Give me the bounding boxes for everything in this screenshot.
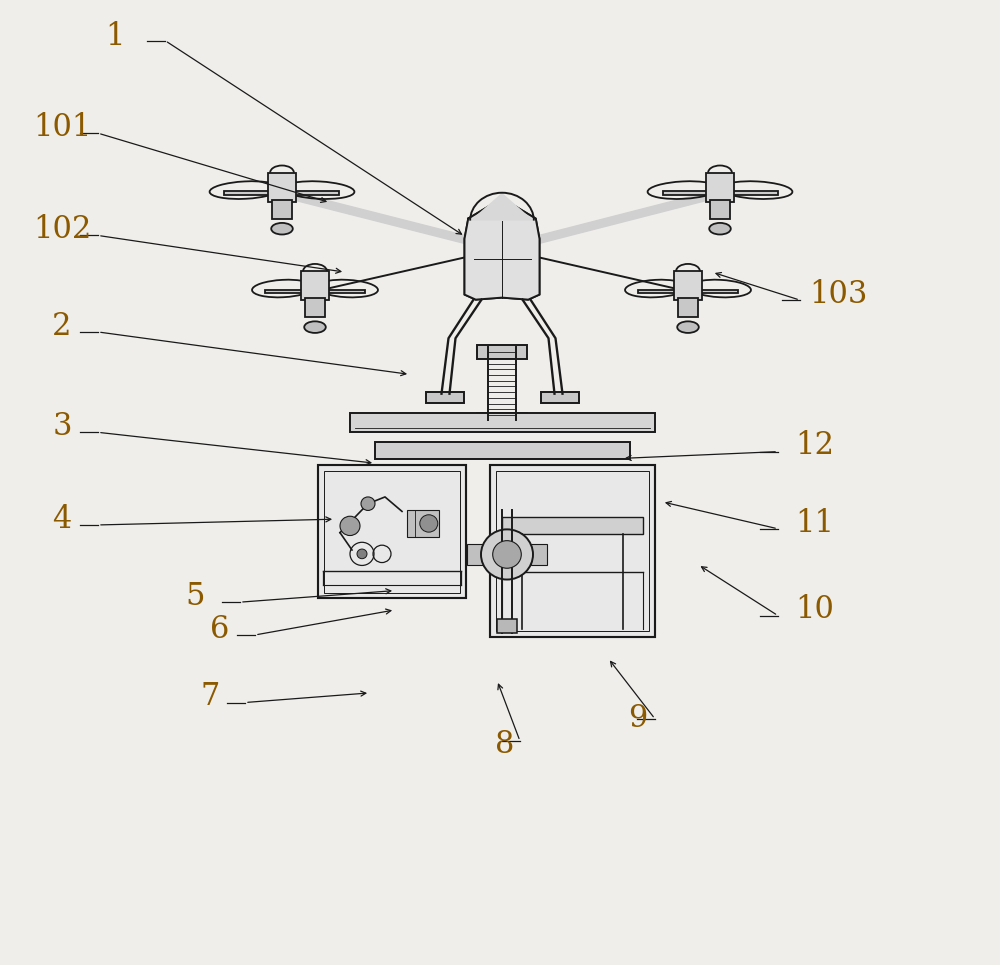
Text: 2: 2 (52, 311, 72, 342)
Bar (272, 200, 292, 219)
Bar (426, 392, 464, 403)
Bar (477, 413, 527, 425)
Text: 12: 12 (796, 430, 834, 461)
Bar (678, 298, 698, 317)
Polygon shape (501, 189, 721, 253)
Text: 6: 6 (210, 614, 230, 645)
Text: 10: 10 (796, 594, 834, 625)
Bar (407, 510, 439, 537)
Circle shape (420, 514, 438, 532)
Bar (305, 298, 325, 317)
Text: 11: 11 (796, 508, 834, 538)
Circle shape (340, 516, 360, 536)
Bar (490, 465, 655, 637)
Bar (531, 544, 547, 565)
Bar (350, 413, 655, 432)
Bar (497, 620, 517, 633)
Bar (710, 200, 730, 219)
Bar (638, 290, 738, 293)
Polygon shape (471, 193, 534, 221)
Text: 9: 9 (628, 703, 648, 734)
Bar (540, 392, 578, 403)
Text: 101: 101 (33, 112, 91, 143)
Circle shape (493, 540, 521, 568)
Text: 1: 1 (105, 21, 125, 52)
Bar (318, 465, 466, 598)
Bar (496, 471, 649, 631)
Circle shape (481, 530, 533, 580)
Polygon shape (281, 189, 503, 253)
Text: 3: 3 (52, 411, 72, 442)
Bar (467, 544, 483, 565)
Text: 102: 102 (33, 214, 91, 245)
Bar (324, 471, 460, 593)
Bar (502, 516, 643, 534)
Bar (674, 271, 702, 300)
Text: 8: 8 (495, 730, 515, 760)
Polygon shape (464, 199, 540, 300)
Bar (301, 271, 329, 300)
Bar (265, 290, 365, 293)
Ellipse shape (677, 321, 699, 333)
Bar (374, 442, 630, 459)
Text: 7: 7 (200, 681, 220, 712)
Text: 103: 103 (809, 279, 867, 310)
Ellipse shape (304, 321, 326, 333)
Bar (224, 191, 339, 195)
Bar (477, 345, 527, 359)
Text: 5: 5 (185, 581, 205, 612)
Ellipse shape (709, 223, 731, 234)
Ellipse shape (271, 223, 293, 234)
Circle shape (361, 497, 375, 510)
Bar (706, 173, 734, 202)
Bar (662, 191, 778, 195)
Circle shape (357, 549, 367, 559)
Text: 4: 4 (52, 504, 72, 535)
Bar (268, 173, 296, 202)
